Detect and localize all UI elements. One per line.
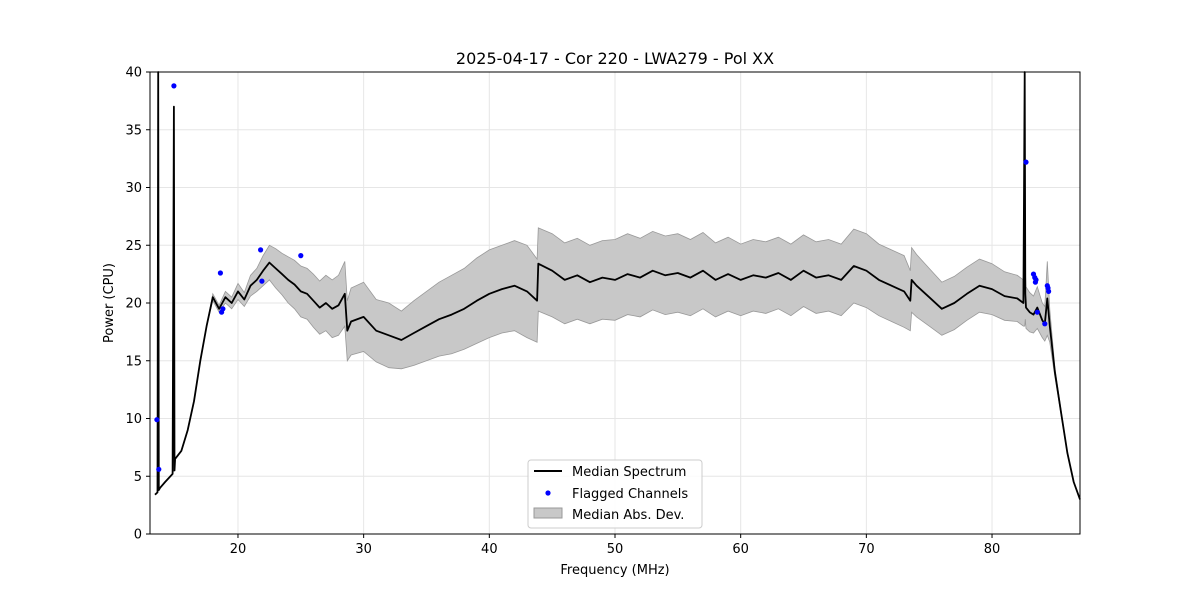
legend-box (527, 459, 703, 529)
flagged-point (1045, 285, 1051, 291)
flagged-point (258, 247, 264, 253)
flagged-point (217, 270, 223, 276)
mad-band (154, 227, 1081, 500)
y-tick-label: 0 (134, 528, 142, 543)
legend-flagged-label: Flagged Channels (572, 487, 688, 502)
median-spectrum-line (154, 71, 1081, 500)
y-tick-label: 40 (125, 66, 142, 81)
y-tick-label: 5 (134, 470, 142, 485)
chart-title: 2025-04-17 - Cor 220 - LWA279 - Pol XX (456, 49, 774, 68)
flagged-point (171, 83, 177, 89)
legend-median-label: Median Spectrum (572, 465, 686, 480)
legend-flagged-swatch (545, 490, 551, 496)
flagged-point (1023, 159, 1029, 165)
x-tick-label: 60 (732, 542, 749, 557)
flagged-point (298, 253, 304, 259)
x-tick-label: 30 (355, 542, 372, 557)
x-tick-label: 50 (607, 542, 624, 557)
y-tick-label: 25 (125, 239, 142, 254)
y-tick-label: 30 (125, 181, 142, 196)
flagged-point (220, 306, 226, 312)
flagged-point (154, 417, 160, 423)
flagged-point (156, 466, 162, 472)
legend: Median Spectrum Flagged Channels Median … (527, 459, 703, 529)
legend-mad-swatch (533, 507, 563, 519)
flagged-point (259, 278, 265, 284)
x-axis-label: Frequency (MHz) (560, 563, 669, 578)
x-tick-label: 70 (858, 542, 875, 557)
median-line-layer (154, 71, 1081, 500)
y-axis: 0 5 10 15 20 25 30 35 40 (125, 66, 150, 543)
y-tick-label: 35 (125, 123, 142, 138)
y-tick-label: 20 (125, 297, 142, 312)
y-tick-label: 15 (125, 354, 142, 369)
x-tick-label: 40 (481, 542, 498, 557)
x-axis: 20 30 40 50 60 70 80 (230, 534, 1001, 557)
flagged-point (1034, 309, 1040, 315)
flagged-point (1042, 321, 1048, 327)
legend-mad-label: Median Abs. Dev. (572, 508, 684, 523)
flagged-points-layer (154, 83, 1052, 472)
mad-band-layer (154, 227, 1081, 500)
y-tick-label: 10 (125, 412, 142, 427)
y-axis-label: Power (CPU) (102, 263, 117, 343)
x-tick-label: 20 (230, 542, 247, 557)
x-tick-label: 80 (984, 542, 1001, 557)
flagged-point (1032, 279, 1038, 285)
